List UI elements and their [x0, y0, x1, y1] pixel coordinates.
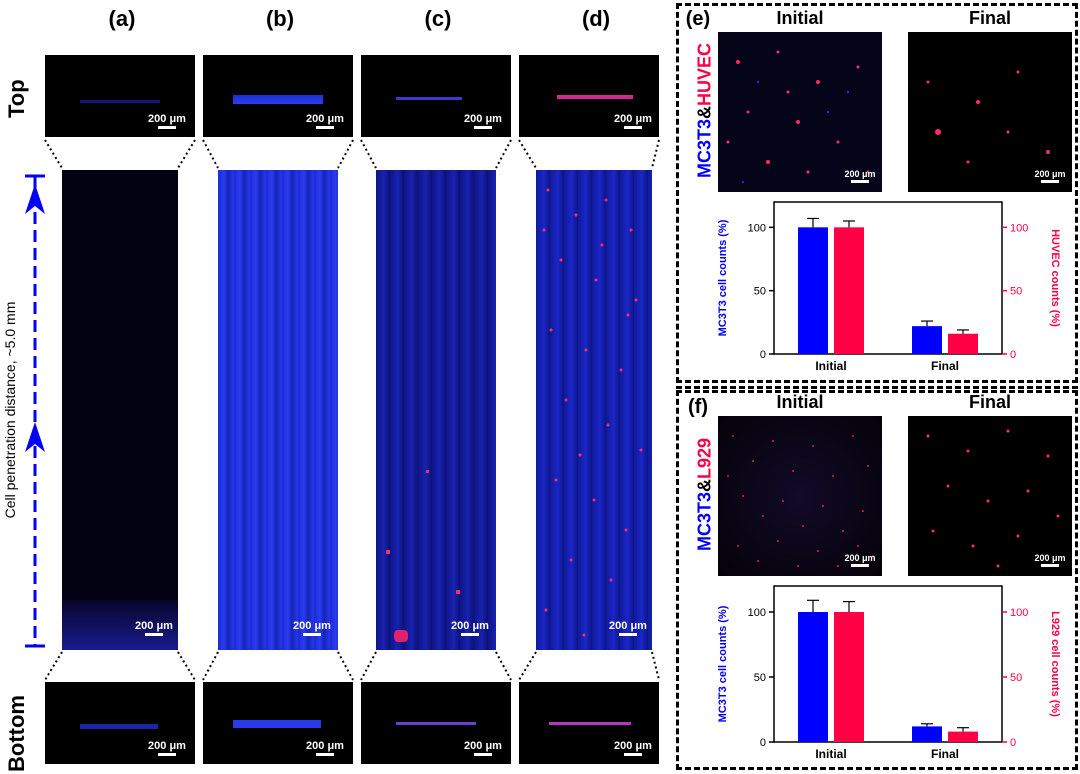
- bar: [798, 227, 828, 354]
- panel-f-bar-chart: 0 0 50 50 100 100 Initial Final MC3T3 cell count…: [717, 585, 1061, 761]
- scalebar: 200 μm: [132, 620, 176, 636]
- plot-frame: [773, 201, 1003, 355]
- panel-f-initial-heading: Initial: [776, 392, 824, 412]
- panel-label-b: (b): [265, 6, 295, 31]
- scalebar: 200 μm: [1028, 169, 1072, 183]
- panel-label-d: (d): [581, 6, 611, 31]
- bottom-image-a: 200 μm: [45, 682, 195, 764]
- left-tick-label: 0: [760, 737, 766, 749]
- tall-image-c: 200 μm: [376, 170, 496, 650]
- x-tick-label: Final: [931, 359, 959, 373]
- y-axis-label-left: MC3T3 cell counts (%): [717, 219, 729, 336]
- scalebar: 200 μm: [838, 169, 882, 183]
- panel-label-f: (f): [688, 396, 708, 418]
- left-tick-label: 50: [754, 286, 766, 298]
- top-image-c: 200 μm: [361, 55, 511, 137]
- scalebar: 200 μm: [303, 113, 347, 129]
- left-tick-label: 100: [748, 222, 766, 234]
- left-tick-label: 100: [748, 607, 766, 619]
- scalebar: 200 μm: [145, 113, 189, 129]
- bar: [912, 326, 942, 354]
- panel-divider: [676, 386, 1078, 389]
- scalebar: 200 μm: [145, 740, 189, 756]
- bar: [798, 612, 828, 742]
- scalebar: 200 μm: [448, 620, 492, 636]
- panel-f-frame: [676, 390, 1078, 770]
- scalebar: 200 μm: [838, 553, 882, 567]
- left-tick-label: 0: [760, 349, 766, 361]
- connector-lines: [44, 139, 660, 681]
- scalebar: 200 μm: [461, 113, 505, 129]
- right-tick-label: 100: [1010, 607, 1028, 619]
- panel-e-bar-chart: 0 0 50 50 100 100 Initial Final MC3T3 cell count…: [717, 201, 1061, 373]
- right-tick-label: 0: [1010, 737, 1016, 749]
- right-tick-label: 50: [1010, 672, 1022, 684]
- tall-image-a: 200 μm: [62, 170, 178, 650]
- scalebar: 200 μm: [1028, 553, 1072, 567]
- x-tick-label: Initial: [815, 359, 846, 373]
- panel-e-side-label: MC3T3&HUVEC: [694, 42, 715, 179]
- panel-e-frame: [676, 3, 1078, 383]
- x-tick-label: Initial: [815, 747, 846, 761]
- panel-e-initial-heading: Initial: [776, 8, 824, 28]
- tall-image-d: 200 μm: [536, 170, 652, 650]
- bar: [948, 333, 978, 354]
- right-tick-label: 100: [1010, 222, 1028, 234]
- panel-e-final-heading: Final: [968, 8, 1011, 28]
- top-image-d: 200 μm: [519, 55, 659, 137]
- scalebar: 200 μm: [611, 113, 655, 129]
- penetration-axis-label: Cell penetration distance, ~5.0 mm: [2, 301, 18, 519]
- panel-f-initial-image: 200 μm: [718, 416, 882, 576]
- bottom-image-c: 200 μm: [361, 682, 511, 764]
- bottom-image-d: 200 μm: [519, 682, 659, 764]
- panel-e-initial-image: 200 μm: [718, 32, 882, 192]
- panel-label-a: (a): [108, 6, 136, 31]
- right-tick-label: 50: [1010, 286, 1022, 298]
- scalebar: 200 μm: [611, 740, 655, 756]
- panel-f-final-heading: Final: [968, 392, 1011, 412]
- right-tick-label: 0: [1010, 349, 1016, 361]
- panel-e-final-image: 200 μm: [908, 32, 1072, 192]
- left-tick-label: 50: [754, 672, 766, 684]
- panel-f-side-label: MC3T3&L929: [694, 437, 715, 552]
- plot-frame: [773, 585, 1003, 743]
- y-axis-label-right: L929 cell counts (%): [1049, 611, 1061, 717]
- panel-f-final-image: 200 μm: [908, 416, 1072, 576]
- scalebar: 200 μm: [606, 620, 650, 636]
- bar: [912, 726, 942, 742]
- y-axis-label-left: MC3T3 cell counts (%): [717, 605, 729, 722]
- top-image-b: 200 μm: [203, 55, 353, 137]
- bar: [834, 612, 864, 742]
- top-image-a: 200 μm: [45, 55, 195, 137]
- scalebar: 200 μm: [303, 740, 347, 756]
- panel-label-e: (e): [685, 8, 711, 30]
- bar: [834, 227, 864, 354]
- x-tick-label: Final: [931, 747, 959, 761]
- tall-image-b: 200 μm: [218, 170, 338, 650]
- penetration-arrow: [25, 174, 45, 648]
- scalebar: 200 μm: [290, 620, 334, 636]
- panel-label-c: (c): [424, 6, 452, 31]
- bar: [948, 731, 978, 742]
- bottom-image-b: 200 μm: [203, 682, 353, 764]
- y-axis-label-right: HUVEC counts (%): [1049, 229, 1061, 327]
- scalebar: 200 μm: [461, 740, 505, 756]
